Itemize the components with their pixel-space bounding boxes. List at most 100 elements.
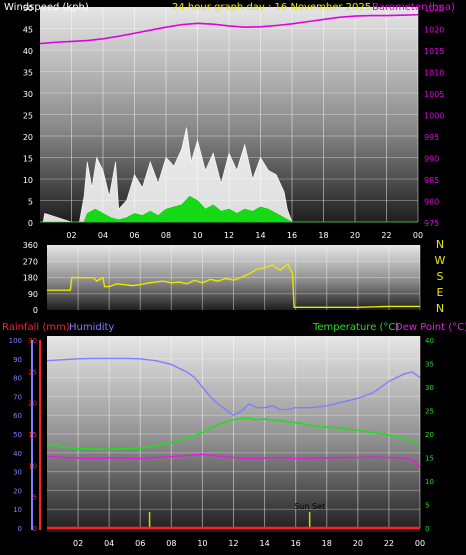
humidity-tick-label: 70	[13, 393, 22, 401]
temperature-line	[46, 417, 421, 450]
temp-humidity-grid	[47, 336, 421, 528]
wind-tick-label: 40	[23, 47, 33, 56]
baro-tick-label: 1005	[424, 90, 444, 99]
compass-letter: S	[437, 270, 444, 283]
baro-tick-label: 1015	[424, 47, 444, 56]
wind-tick-label: 10	[23, 176, 33, 185]
x-tick-label: 18	[318, 231, 328, 240]
baro-tick-label: 1010	[424, 69, 444, 78]
direction-y-ticks: 0 90 180 270 360	[23, 241, 38, 315]
x-tick-label: 00	[413, 231, 423, 240]
baro-tick-label: 990	[424, 155, 439, 164]
wind-tick-label: 20	[23, 133, 33, 142]
humidity-tick-label: 80	[13, 375, 22, 383]
wind-y-ticks: 0 5 10 15 20 25 30 35 40 45 50	[23, 4, 33, 228]
x-tick-label: 14	[259, 539, 269, 548]
temperature-tick-label: 20	[425, 431, 434, 439]
direction-tick-label: 270	[23, 257, 38, 266]
humidity-tick-label: 0	[18, 525, 22, 533]
wind-tick-label: 25	[23, 112, 33, 121]
wind-tick-label: 0	[28, 219, 33, 228]
direction-tick-label: 0	[33, 306, 38, 315]
x-tick-label: 00	[415, 539, 425, 548]
wind-direction-grid	[47, 245, 421, 310]
wind-baro-grid	[40, 7, 419, 222]
humidity-tick-label: 40	[13, 450, 22, 458]
baro-tick-label: 1025	[424, 4, 444, 13]
humidity-line	[46, 357, 421, 417]
wind-tick-label: 50	[23, 4, 33, 13]
temperature-tick-label: 5	[425, 502, 429, 510]
temperature-tick-label: 10	[425, 478, 434, 486]
x-tick-label: 12	[224, 231, 234, 240]
x-tick-label: 14	[255, 231, 265, 240]
baro-tick-label: 995	[424, 133, 439, 142]
humidity-tick-label: 90	[13, 356, 22, 364]
wind-direction-line	[47, 262, 420, 308]
x-tick-label: 04	[98, 231, 108, 240]
humidity-axis-label: Humidity	[69, 322, 114, 333]
humidity-tick-label: 50	[13, 431, 22, 439]
temperature-tick-label: 40	[425, 337, 434, 345]
x-tick-label: 08	[161, 231, 171, 240]
x-tick-label: 12	[228, 539, 238, 548]
temperature-axis-label: Temperature (°C)	[312, 322, 399, 333]
x-tick-label: 02	[73, 539, 83, 548]
temperature-y-ticks: 0 5 10 15 20 25 30 35 40	[425, 337, 434, 533]
compass-letter: E	[437, 286, 444, 299]
temp-x-ticks: 02 04 06 08 10 12 14 16 18 20 22 00	[73, 539, 425, 548]
direction-tick-label: 360	[23, 241, 38, 250]
baro-tick-label: 1020	[424, 26, 444, 35]
x-tick-label: 16	[291, 539, 301, 548]
wind-speed-area	[40, 127, 418, 223]
rain-tick-label: 0	[33, 525, 37, 533]
dewpoint-axis-label: Dew Point (°C)	[395, 322, 466, 333]
chart-title: 24 hour graph day : 16 November 2025	[172, 2, 371, 13]
humidity-tick-label: 20	[13, 487, 22, 495]
x-tick-label: 22	[384, 539, 394, 548]
x-tick-label: 02	[66, 231, 76, 240]
x-tick-label: 22	[381, 231, 391, 240]
x-tick-label: 08	[166, 539, 176, 548]
baro-y-ticks: 975 980 985 990 995 1000 1005 1010 1015 1020 1025	[424, 4, 444, 228]
humidity-tick-label: 100	[9, 337, 22, 345]
temperature-tick-label: 25	[425, 408, 434, 416]
wind-tick-label: 30	[23, 90, 33, 99]
baro-axis-label: Barometer (hpa)	[372, 2, 455, 13]
compass-letter: W	[435, 254, 446, 267]
x-tick-label: 10	[197, 539, 207, 548]
baro-tick-label: 975	[424, 219, 439, 228]
temperature-tick-label: 15	[425, 455, 434, 463]
temperature-tick-label: 35	[425, 361, 434, 369]
humidity-tick-label: 10	[13, 506, 22, 514]
wind-tick-label: 5	[28, 198, 33, 207]
direction-tick-label: 90	[28, 290, 38, 299]
compass-letter: N	[436, 238, 444, 251]
temp-humidity-plot-area	[47, 336, 420, 532]
x-tick-label: 20	[350, 231, 360, 240]
humidity-tick-label: 30	[13, 469, 22, 477]
x-tick-label: 20	[353, 539, 363, 548]
baro-tick-label: 985	[424, 176, 439, 185]
wind-average-area	[40, 195, 418, 223]
wind-axis-label: Windspeed (kph)	[4, 2, 89, 13]
baro-tick-label: 1000	[424, 112, 444, 121]
temperature-tick-label: 0	[425, 525, 429, 533]
humidity-tick-label: 60	[13, 412, 22, 420]
rain-tick-label: 5	[33, 494, 37, 502]
x-tick-label: 06	[135, 539, 145, 548]
temperature-tick-label: 30	[425, 384, 434, 392]
x-tick-label: 16	[287, 231, 297, 240]
x-tick-label: 18	[322, 539, 332, 548]
x-tick-label: 06	[129, 231, 139, 240]
wind-direction-plot-area	[47, 245, 420, 310]
wind-tick-label: 35	[23, 69, 33, 78]
humidity-y-ticks: 0 10 20 30 40 50 60 70 80 90 100	[9, 337, 22, 533]
wind-tick-label: 45	[23, 26, 33, 35]
compass-letter: N	[436, 302, 444, 315]
